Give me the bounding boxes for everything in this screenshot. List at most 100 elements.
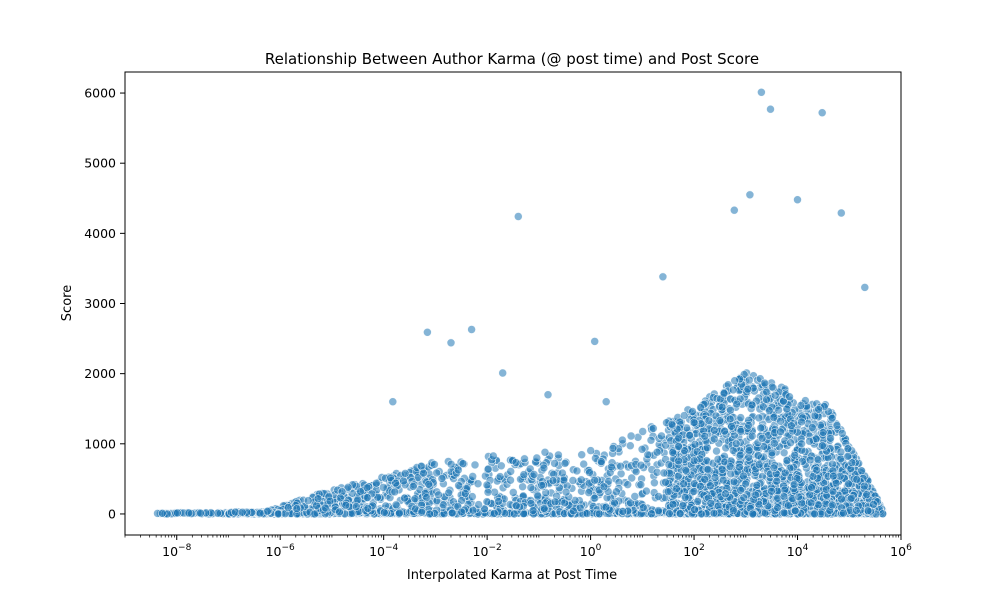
data-point bbox=[779, 492, 789, 501]
data-point bbox=[709, 434, 719, 444]
data-point bbox=[432, 468, 442, 478]
data-point bbox=[705, 481, 715, 491]
x-axis-ticks: 10−8 10−6 10−4 10−2 100 102 104 106 bbox=[124, 535, 912, 559]
data-point bbox=[664, 460, 674, 469]
data-point bbox=[482, 497, 492, 507]
data-point bbox=[748, 509, 758, 519]
data-point bbox=[496, 461, 506, 471]
data-point bbox=[400, 493, 409, 503]
data-point bbox=[727, 421, 736, 431]
data-point bbox=[793, 195, 802, 204]
data-point bbox=[434, 490, 443, 500]
data-point bbox=[539, 504, 549, 513]
data-point bbox=[747, 431, 757, 441]
data-point bbox=[674, 456, 683, 466]
data-point bbox=[363, 504, 373, 513]
data-point bbox=[681, 465, 691, 475]
data-point bbox=[643, 450, 653, 460]
data-point bbox=[636, 480, 646, 490]
data-point bbox=[668, 448, 678, 457]
data-point bbox=[395, 508, 404, 518]
data-point bbox=[618, 435, 627, 445]
data-point bbox=[860, 481, 869, 491]
data-point bbox=[786, 438, 795, 448]
data-point bbox=[827, 500, 837, 510]
data-point bbox=[390, 487, 400, 497]
data-point bbox=[511, 458, 521, 467]
y-tick-label: 3000 bbox=[84, 296, 116, 311]
data-point bbox=[437, 474, 447, 483]
data-point bbox=[460, 489, 470, 498]
y-axis-label: Score bbox=[60, 285, 75, 321]
data-point bbox=[796, 401, 806, 410]
data-point bbox=[494, 497, 503, 506]
data-point bbox=[717, 465, 727, 474]
data-point bbox=[283, 503, 293, 512]
data-point bbox=[569, 506, 578, 516]
data-point bbox=[362, 483, 372, 493]
data-point bbox=[410, 494, 420, 504]
data-point bbox=[735, 462, 744, 472]
data-point bbox=[794, 492, 804, 502]
data-point bbox=[863, 506, 873, 516]
data-point bbox=[303, 496, 313, 505]
data-point bbox=[806, 498, 816, 508]
data-point bbox=[839, 508, 848, 518]
data-point bbox=[780, 468, 790, 478]
data-point bbox=[837, 494, 846, 504]
data-point bbox=[782, 456, 792, 465]
data-point bbox=[696, 509, 706, 519]
data-point bbox=[430, 460, 439, 469]
data-point bbox=[847, 458, 857, 467]
data-point bbox=[558, 468, 567, 478]
data-point bbox=[467, 325, 476, 334]
data-point bbox=[747, 400, 757, 410]
data-point bbox=[721, 489, 730, 499]
data-point bbox=[663, 487, 673, 497]
data-point bbox=[627, 473, 637, 483]
data-point bbox=[762, 395, 771, 404]
data-point bbox=[659, 468, 669, 478]
data-point bbox=[790, 506, 800, 516]
data-point bbox=[843, 452, 853, 461]
data-point bbox=[623, 480, 633, 489]
data-point bbox=[720, 426, 729, 436]
data-point bbox=[709, 508, 719, 518]
data-point bbox=[805, 490, 815, 500]
data-point bbox=[769, 463, 779, 473]
data-point bbox=[158, 508, 167, 518]
x-tick-label: 102 bbox=[683, 543, 705, 559]
data-point bbox=[696, 481, 705, 491]
data-point bbox=[718, 475, 728, 485]
data-point bbox=[728, 385, 738, 395]
data-point bbox=[782, 404, 792, 414]
data-point bbox=[577, 450, 587, 460]
y-tick-label: 6000 bbox=[84, 86, 116, 101]
data-point bbox=[813, 455, 823, 465]
data-point bbox=[483, 487, 493, 497]
data-point bbox=[729, 506, 738, 515]
data-point bbox=[679, 479, 689, 489]
data-point bbox=[532, 453, 542, 463]
data-point bbox=[797, 417, 806, 427]
data-point bbox=[810, 509, 820, 519]
data-point bbox=[444, 488, 454, 498]
data-point bbox=[560, 459, 570, 468]
data-point bbox=[550, 459, 559, 468]
data-point bbox=[704, 416, 714, 425]
data-point bbox=[688, 407, 697, 416]
data-point bbox=[779, 508, 789, 518]
data-point bbox=[807, 483, 816, 492]
data-point bbox=[543, 390, 553, 400]
data-point bbox=[732, 399, 742, 409]
data-point bbox=[356, 487, 365, 496]
data-point bbox=[446, 338, 456, 348]
data-point bbox=[846, 493, 856, 503]
data-point bbox=[262, 506, 272, 516]
data-point bbox=[423, 327, 432, 337]
y-tick-label: 4000 bbox=[84, 226, 116, 241]
data-point bbox=[529, 470, 539, 479]
data-point bbox=[454, 481, 463, 490]
data-point bbox=[789, 480, 799, 489]
x-tick-label: 100 bbox=[580, 543, 602, 559]
